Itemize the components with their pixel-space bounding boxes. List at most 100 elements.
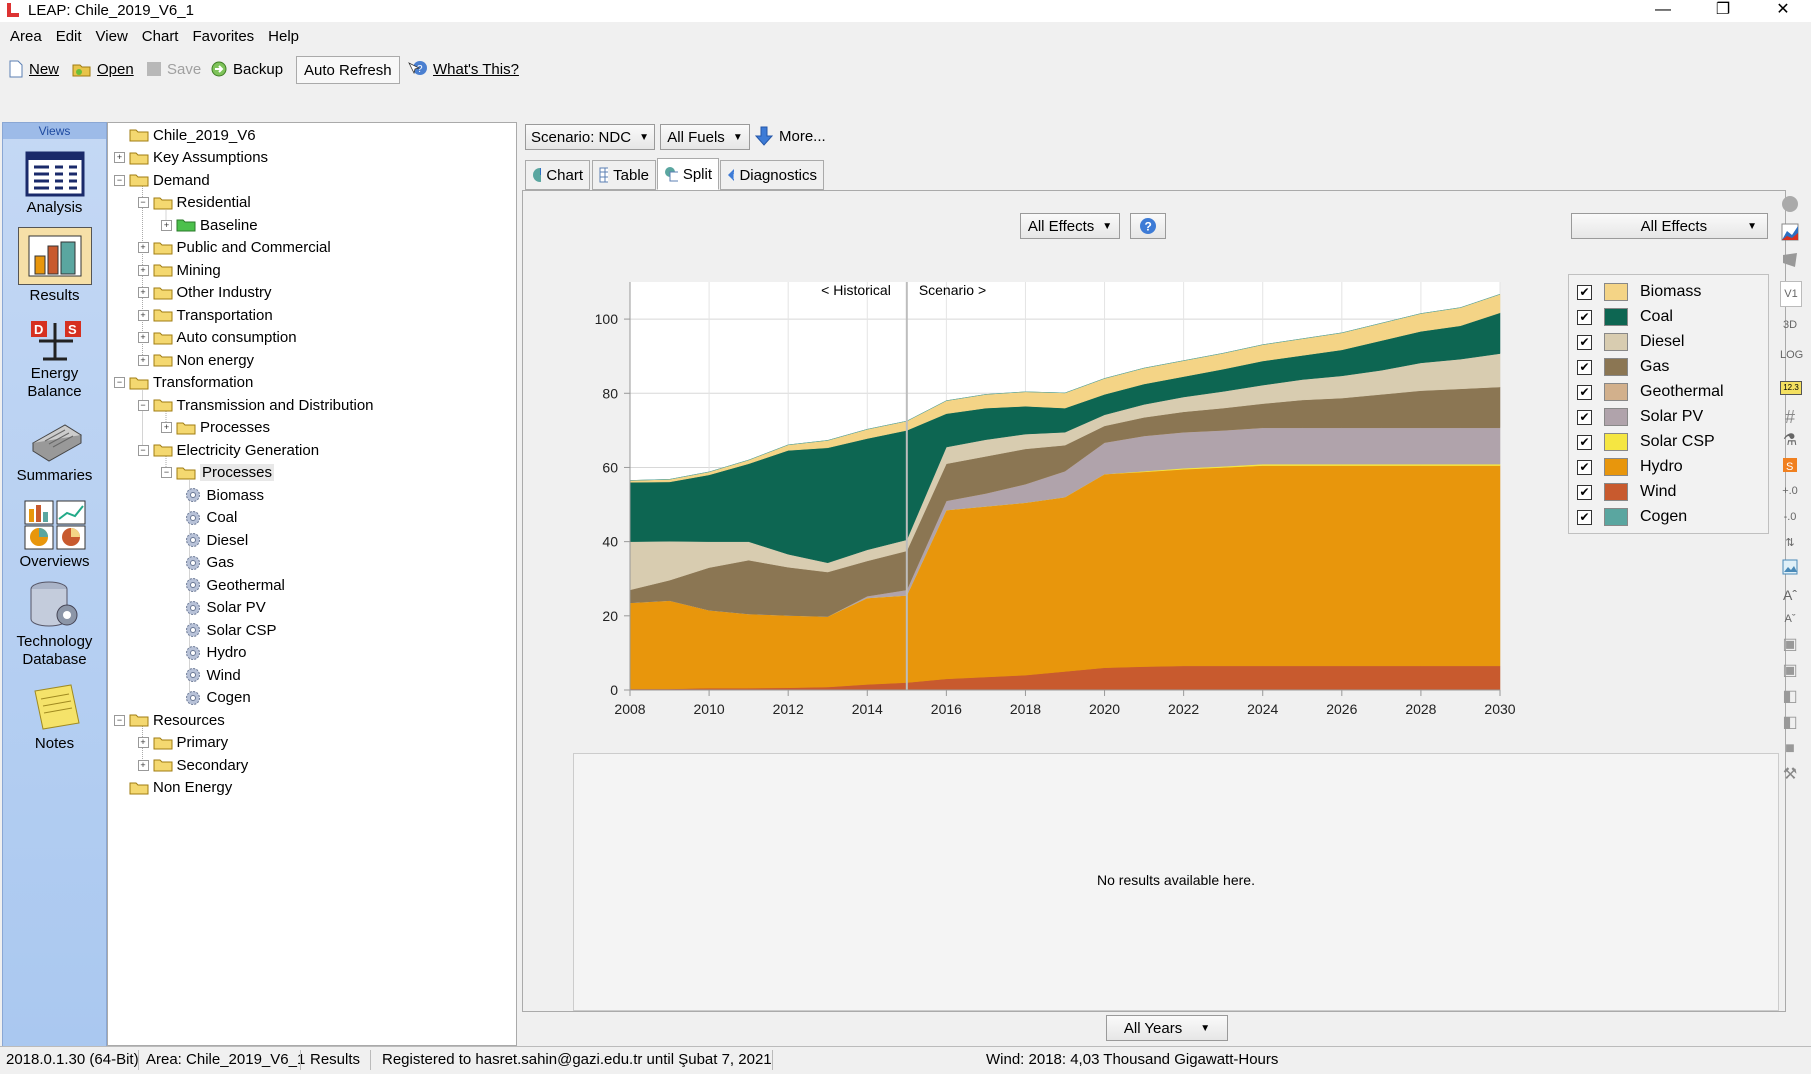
legend-item[interactable]: ✔ Geothermal <box>1577 381 1724 403</box>
tree-item[interactable]: + Secondary <box>137 755 248 775</box>
view-overviews[interactable]: Overviews <box>3 499 106 571</box>
tree-item[interactable]: − Resources <box>114 710 225 730</box>
menu-area[interactable]: Area <box>10 28 42 45</box>
collapse-icon[interactable]: − <box>114 377 125 388</box>
new-button[interactable]: New <box>8 56 59 82</box>
wrench-icon[interactable]: ⚒ <box>1782 766 1798 783</box>
expand-icon[interactable]: + <box>137 242 149 253</box>
view-analysis[interactable]: Analysis <box>3 151 106 217</box>
tree-item[interactable]: + Key Assumptions <box>114 148 268 168</box>
print-icon[interactable]: ◧ <box>1782 714 1798 731</box>
tree-item[interactable]: Chile_2019_V6 <box>114 125 256 145</box>
tree-item[interactable]: Geothermal <box>185 575 285 595</box>
legend-checkbox[interactable]: ✔ <box>1577 334 1592 350</box>
decrease-decimals-icon[interactable]: -.0 <box>1783 511 1797 523</box>
tree-item[interactable]: Non Energy <box>114 778 232 798</box>
expand-icon[interactable]: + <box>137 759 149 771</box>
legend-checkbox[interactable]: ✔ <box>1577 459 1592 475</box>
tree-item[interactable]: − Demand <box>114 170 210 190</box>
tree-item[interactable]: Diesel <box>185 530 248 550</box>
tree-item[interactable]: + Other Industry <box>137 283 272 303</box>
tree-item[interactable]: − Residential <box>137 193 251 213</box>
number-format-toggle[interactable]: 12.3 <box>1780 381 1802 395</box>
tree-item[interactable]: + Baseline <box>161 215 258 235</box>
collapse-icon[interactable]: − <box>114 714 125 726</box>
collapse-icon[interactable]: − <box>137 444 149 456</box>
legend-checkbox[interactable]: ✔ <box>1577 509 1592 525</box>
tree-item[interactable]: − Transformation <box>114 373 253 393</box>
legend-checkbox[interactable]: ✔ <box>1577 484 1592 500</box>
legend-checkbox[interactable]: ✔ <box>1577 434 1592 450</box>
copy-icon[interactable]: ▣ <box>1782 636 1798 653</box>
tree-item[interactable]: + Mining <box>137 260 221 280</box>
sort-icon[interactable]: ⇅ <box>1785 537 1795 549</box>
legend-checkbox[interactable]: ✔ <box>1577 284 1592 300</box>
years-dropdown[interactable]: All Years ▼ <box>1106 1015 1228 1041</box>
tree-item[interactable]: Solar CSP <box>185 620 277 640</box>
menu-chart[interactable]: Chart <box>141 28 179 45</box>
image-icon[interactable] <box>1780 559 1800 579</box>
chart-help-button[interactable]: ? <box>1130 213 1166 239</box>
grid-icon[interactable]: # <box>1784 407 1795 427</box>
labels-icon[interactable]: ⚗ <box>1782 432 1798 449</box>
collapse-icon[interactable]: − <box>137 399 149 411</box>
tree-item[interactable]: + Primary <box>137 733 228 753</box>
expand-icon[interactable]: + <box>137 354 149 366</box>
expand-icon[interactable]: + <box>137 309 149 321</box>
shape-icon[interactable] <box>1780 251 1800 271</box>
legend-item[interactable]: ✔ Coal <box>1577 306 1673 328</box>
tree-item[interactable]: + Auto consumption <box>137 328 297 348</box>
tree-item[interactable]: + Public and Commercial <box>137 238 331 258</box>
increase-font-icon[interactable]: Aˆ <box>1783 587 1797 603</box>
expand-icon[interactable]: + <box>137 737 149 748</box>
tree-item[interactable]: Coal <box>185 508 237 528</box>
expand-icon[interactable]: + <box>137 287 149 298</box>
view-results[interactable]: Results <box>3 227 106 305</box>
minimize-button[interactable]: — <box>1655 1 1671 18</box>
auto-refresh-button[interactable]: Auto Refresh <box>296 56 400 84</box>
tree-item[interactable]: Biomass <box>185 485 264 505</box>
expand-icon[interactable]: + <box>161 219 172 231</box>
collapse-icon[interactable]: − <box>114 174 125 186</box>
legend-item[interactable]: ✔ Hydro <box>1577 456 1683 478</box>
whats-this-button[interactable]: ? What's This? <box>408 56 519 82</box>
tree-item[interactable]: − Processes <box>161 463 275 483</box>
legend-checkbox[interactable]: ✔ <box>1577 409 1592 425</box>
open-button[interactable]: Open <box>72 56 134 82</box>
legend-item[interactable]: ✔ Gas <box>1577 356 1669 378</box>
tree-item[interactable]: + Processes <box>161 418 270 438</box>
tree-item[interactable]: Hydro <box>185 643 247 663</box>
tree-item[interactable]: Solar PV <box>185 598 266 618</box>
tab-table[interactable]: Table <box>592 160 656 190</box>
expand-icon[interactable]: + <box>161 422 172 433</box>
log-toggle[interactable]: LOG <box>1780 349 1804 361</box>
tree-item[interactable]: Wind <box>185 665 241 685</box>
tab-split[interactable]: Split <box>657 158 719 190</box>
legend-item[interactable]: ✔ Wind <box>1577 481 1676 503</box>
legend-checkbox[interactable]: ✔ <box>1577 309 1592 325</box>
close-button[interactable]: ✕ <box>1776 1 1790 18</box>
tab-chart[interactable]: Chart <box>525 160 590 190</box>
collapse-icon[interactable]: − <box>137 197 149 208</box>
fuels-dropdown[interactable]: All Fuels ▼ <box>660 124 750 150</box>
legend-item[interactable]: ✔ Biomass <box>1577 281 1701 303</box>
legend-item[interactable]: ✔ Solar CSP <box>1577 431 1715 453</box>
more-button[interactable]: More... <box>755 126 826 146</box>
tab-diagnostics[interactable]: i Diagnostics <box>720 160 824 190</box>
tree-item[interactable]: Gas <box>185 553 234 573</box>
tree-item[interactable]: Cogen <box>185 688 251 708</box>
menu-edit[interactable]: Edit <box>55 28 82 45</box>
decrease-font-icon[interactable]: Aˇ <box>1784 613 1796 625</box>
tree-item[interactable]: − Electricity Generation <box>137 440 319 460</box>
series-icon[interactable]: S <box>1780 457 1800 477</box>
3d-toggle[interactable]: 3D <box>1782 319 1798 331</box>
menu-help[interactable]: Help <box>268 28 300 45</box>
expand-icon[interactable]: + <box>137 264 149 276</box>
effects-dropdown-left[interactable]: All Effects ▼ <box>1020 213 1120 239</box>
tree-item[interactable]: − Transmission and Distribution <box>137 395 374 415</box>
tree-item[interactable]: + Non energy <box>137 350 254 370</box>
tree-item[interactable]: + Transportation <box>137 305 273 325</box>
v1-toggle[interactable]: V1 <box>1780 281 1802 307</box>
scenario-dropdown[interactable]: Scenario: NDC ▼ <box>525 124 655 150</box>
